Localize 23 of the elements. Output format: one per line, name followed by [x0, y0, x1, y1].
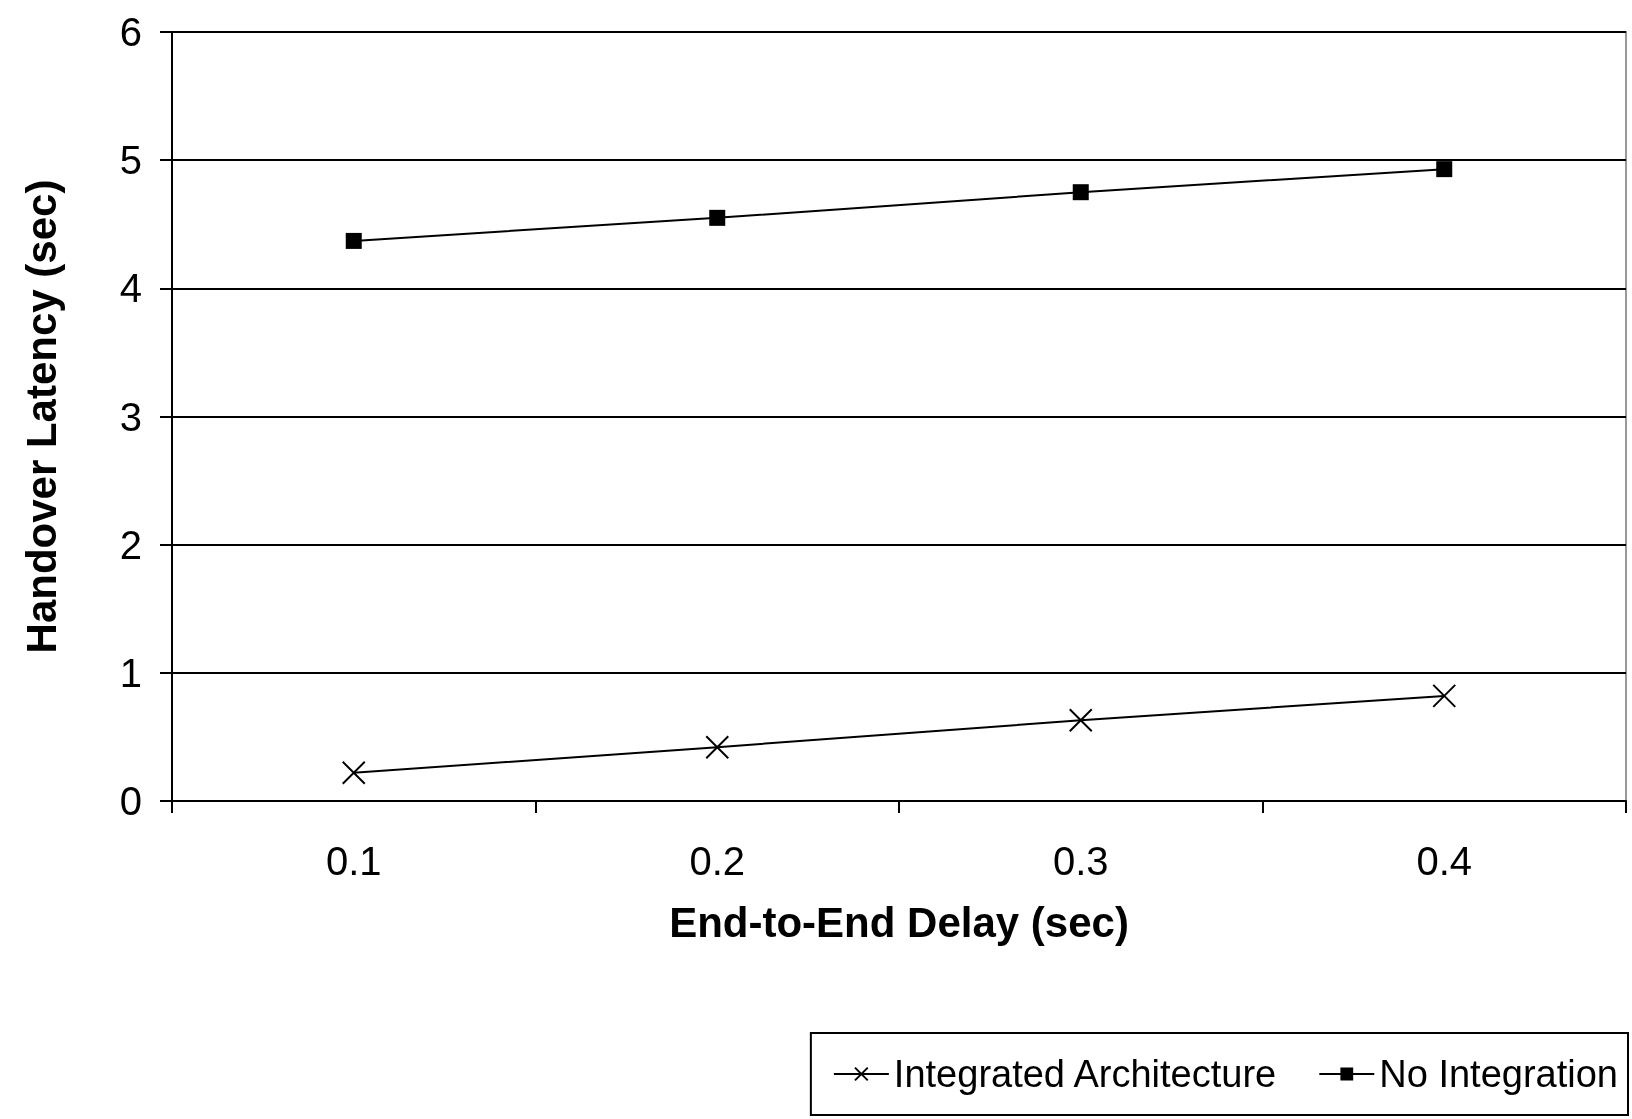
point [1432, 683, 1457, 708]
point [341, 760, 366, 785]
point [1436, 161, 1453, 178]
x-tick-label: 0.4 [1416, 839, 1473, 883]
x-tick-label: 0.2 [689, 839, 746, 883]
x-axis-title: End-to-End Delay (sec) [669, 898, 1129, 946]
x-tick-label: 0.1 [325, 839, 382, 883]
y-axis-title: Handover Latency (sec) [17, 179, 65, 654]
point [345, 232, 362, 249]
y-tick-label: 4 [119, 266, 142, 311]
y-tick-label: 0 [119, 779, 142, 823]
legend-label: No Integration [1379, 1053, 1619, 1095]
point [1072, 184, 1089, 201]
point [709, 209, 726, 226]
y-tick-label: 3 [119, 394, 142, 439]
y-tick-label: 1 [119, 650, 142, 695]
point [705, 735, 730, 760]
y-tick-label: 6 [119, 10, 142, 54]
y-tick-label: 5 [119, 138, 142, 183]
x-tick-label: 0.3 [1052, 839, 1109, 883]
legend-label: Integrated Architecture [893, 1053, 1277, 1095]
y-tick-label: 2 [119, 522, 142, 567]
point [1068, 708, 1093, 733]
